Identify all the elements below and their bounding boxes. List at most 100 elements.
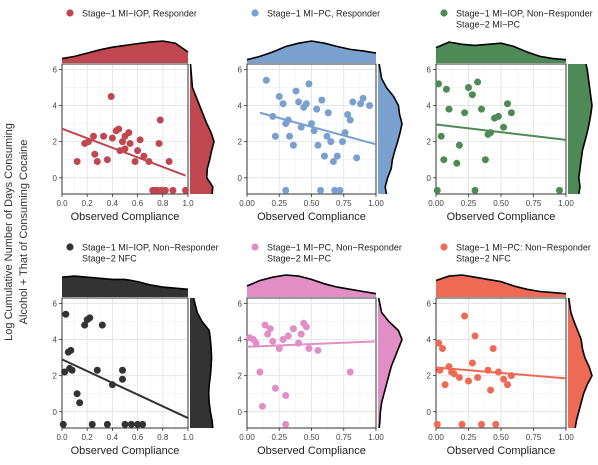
data-point xyxy=(103,156,111,164)
x-tick-label: 0.25 xyxy=(271,199,287,208)
data-point xyxy=(134,147,142,155)
data-point xyxy=(100,132,108,140)
y-tick-label: 2 xyxy=(53,372,58,381)
x-density-line xyxy=(61,275,189,291)
data-point xyxy=(313,105,321,113)
data-point xyxy=(474,373,482,381)
data-point xyxy=(435,80,443,88)
y-tick-label: 6 xyxy=(427,299,432,308)
data-point xyxy=(327,138,335,146)
x-tick-label: 0.2 xyxy=(82,433,94,442)
data-point xyxy=(59,420,67,428)
y-tick-label: 0 xyxy=(53,174,58,183)
x-tick-label: 0.25 xyxy=(461,199,477,208)
y-tick-label: 4 xyxy=(53,336,58,345)
data-point xyxy=(289,141,297,149)
data-point xyxy=(93,366,101,374)
data-point xyxy=(346,368,354,376)
x-tick-label: 0.00 xyxy=(428,199,444,208)
legend-key xyxy=(251,243,259,251)
legend-label: Stage−2 NFC xyxy=(456,254,511,264)
data-point xyxy=(318,96,326,104)
data-point xyxy=(98,321,106,329)
data-point xyxy=(320,152,328,160)
data-point xyxy=(465,83,472,91)
data-point xyxy=(73,390,81,398)
data-point xyxy=(500,123,508,131)
x-tick-label: 1.00 xyxy=(558,433,574,442)
y-density-area xyxy=(190,64,214,194)
panel-grid: Stage−1 MI−IOP, Responder 0.0 0.2 0.4 0.6 0.8… xyxy=(53,9,593,457)
data-point xyxy=(500,375,508,383)
data-point xyxy=(353,154,361,162)
data-point xyxy=(81,321,89,329)
y-density-area xyxy=(378,64,402,194)
data-point xyxy=(445,105,453,113)
regression-line xyxy=(246,340,377,348)
data-point xyxy=(118,375,126,383)
x-tick-label: 1.00 xyxy=(368,199,384,208)
data-point xyxy=(453,159,461,167)
panel-1: Stage−1 MI−IOP, Responder 0.0 0.2 0.4 0.6 0.8… xyxy=(53,9,215,223)
data-point xyxy=(121,145,129,153)
data-point xyxy=(314,141,322,149)
x-tick-label: 0.8 xyxy=(157,199,169,208)
y-density-line xyxy=(567,297,593,429)
data-point xyxy=(487,386,495,394)
x-tick-label: 0.50 xyxy=(304,433,320,442)
data-point xyxy=(140,152,148,160)
x-density-area xyxy=(247,275,376,297)
data-point xyxy=(67,346,75,354)
data-point xyxy=(139,420,147,428)
x-tick-label: 0.6 xyxy=(132,199,144,208)
data-point xyxy=(346,116,354,124)
y-density-line xyxy=(378,63,403,195)
x-tick-label: 0.75 xyxy=(336,433,352,442)
data-point xyxy=(134,420,142,428)
data-point xyxy=(252,339,260,347)
y-density-line xyxy=(189,63,215,195)
regression-line xyxy=(61,127,186,177)
data-point xyxy=(504,381,511,389)
x-tick-label: 0.2 xyxy=(82,199,94,208)
data-point xyxy=(492,420,500,428)
data-point xyxy=(271,384,279,392)
x-density-area xyxy=(62,41,188,63)
data-point xyxy=(455,373,463,381)
data-point xyxy=(108,134,116,142)
x-tick-label: 1.00 xyxy=(558,199,574,208)
legend-key xyxy=(440,9,448,17)
y-tick-label: 0 xyxy=(238,408,243,417)
data-point xyxy=(331,186,339,194)
x-density-area xyxy=(436,42,566,63)
data-point xyxy=(302,323,310,331)
legend-label: Stage−2 MI−PC xyxy=(456,20,521,30)
x-tick-label: 0.75 xyxy=(336,199,352,208)
x-axis-label: Observed Compliance xyxy=(257,211,366,223)
figure-ylabel-line1: Log Cumulative Number of Days Consuming xyxy=(3,123,15,341)
data-point xyxy=(86,314,94,322)
data-point xyxy=(450,370,458,378)
y-tick-label: 0 xyxy=(53,408,58,417)
data-point xyxy=(118,138,126,146)
y-tick-label: 6 xyxy=(53,65,58,74)
y-tick-label: 4 xyxy=(427,102,432,111)
x-tick-label: 0.50 xyxy=(304,199,320,208)
data-point xyxy=(366,102,374,110)
legend-label: Stage−1 MI−IOP, Non−Responder xyxy=(456,9,593,19)
data-point xyxy=(314,346,322,354)
x-density-area xyxy=(247,41,376,63)
data-point xyxy=(121,420,129,428)
data-point xyxy=(91,150,99,158)
x-tick-label: 0.75 xyxy=(526,199,542,208)
data-point xyxy=(329,158,337,165)
y-tick-label: 2 xyxy=(53,138,58,147)
y-tick-label: 4 xyxy=(238,336,243,345)
x-tick-label: 0.50 xyxy=(493,433,509,442)
data-point xyxy=(341,129,349,137)
x-tick-label: 0.75 xyxy=(526,433,542,442)
y-tick-label: 2 xyxy=(427,372,432,381)
data-point xyxy=(471,332,479,340)
x-tick-label: 0.00 xyxy=(239,433,255,442)
